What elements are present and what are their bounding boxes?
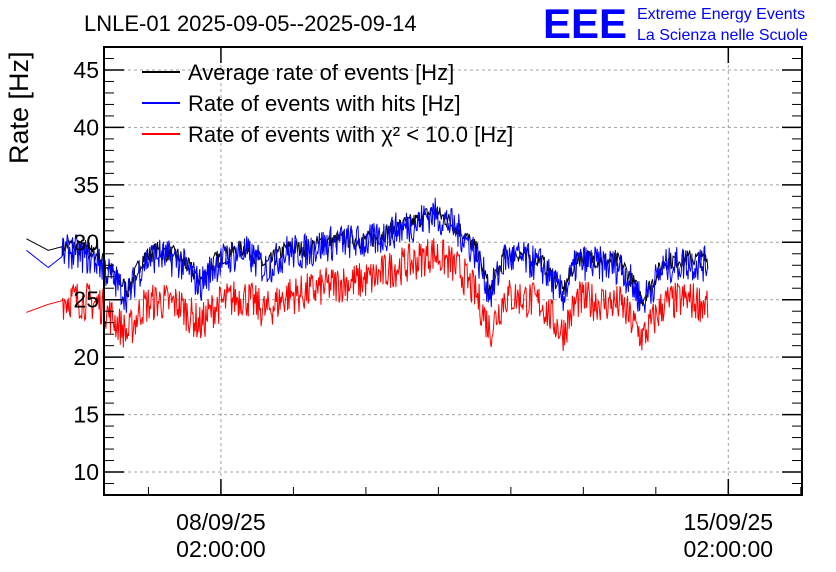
series-line-1 [26, 197, 709, 313]
legend-label-chi2: Rate of events with χ² < 10.0 [Hz] [188, 122, 513, 147]
legend-label-hits: Rate of events with hits [Hz] [188, 91, 461, 116]
y-axis: 10 15 20 25 30 35 40 45 [73, 46, 802, 496]
y-tick-label: 25 [73, 287, 99, 313]
eee-logo-line2: La Scienza nelle Scuole [637, 27, 808, 44]
y-tick-label: 10 [73, 459, 99, 485]
chart-title: LNLE-01 2025-09-05--2025-09-14 [84, 11, 417, 36]
series-layer [26, 197, 709, 352]
y-tick-label: 45 [73, 57, 99, 83]
x-tick-label-time: 02:00:00 [684, 536, 774, 562]
y-tick-label: 35 [73, 172, 99, 198]
plot-frame [103, 46, 803, 496]
legend-label-average: Average rate of events [Hz] [188, 60, 454, 85]
x-tick-label-date: 15/09/25 [684, 509, 774, 535]
x-tick-label-time: 02:00:00 [176, 536, 266, 562]
y-tick-label: 30 [73, 229, 99, 255]
eee-logo-line1: Extreme Energy Events [637, 6, 805, 23]
y-axis-title: Rate [Hz] [4, 51, 34, 164]
grid-lines [104, 47, 802, 495]
y-tick-label: 20 [73, 344, 99, 370]
x-tick-label-date: 08/09/25 [176, 509, 266, 535]
y-tick-label: 15 [73, 402, 99, 428]
legend: Average rate of events [Hz] Rate of even… [142, 60, 513, 147]
eee-logo: EEE Extreme Energy Events La Scienza nel… [543, 0, 808, 47]
series-line-2 [26, 238, 709, 352]
y-tick-label: 40 [73, 114, 99, 140]
eee-logo-mark: EEE [543, 0, 627, 47]
